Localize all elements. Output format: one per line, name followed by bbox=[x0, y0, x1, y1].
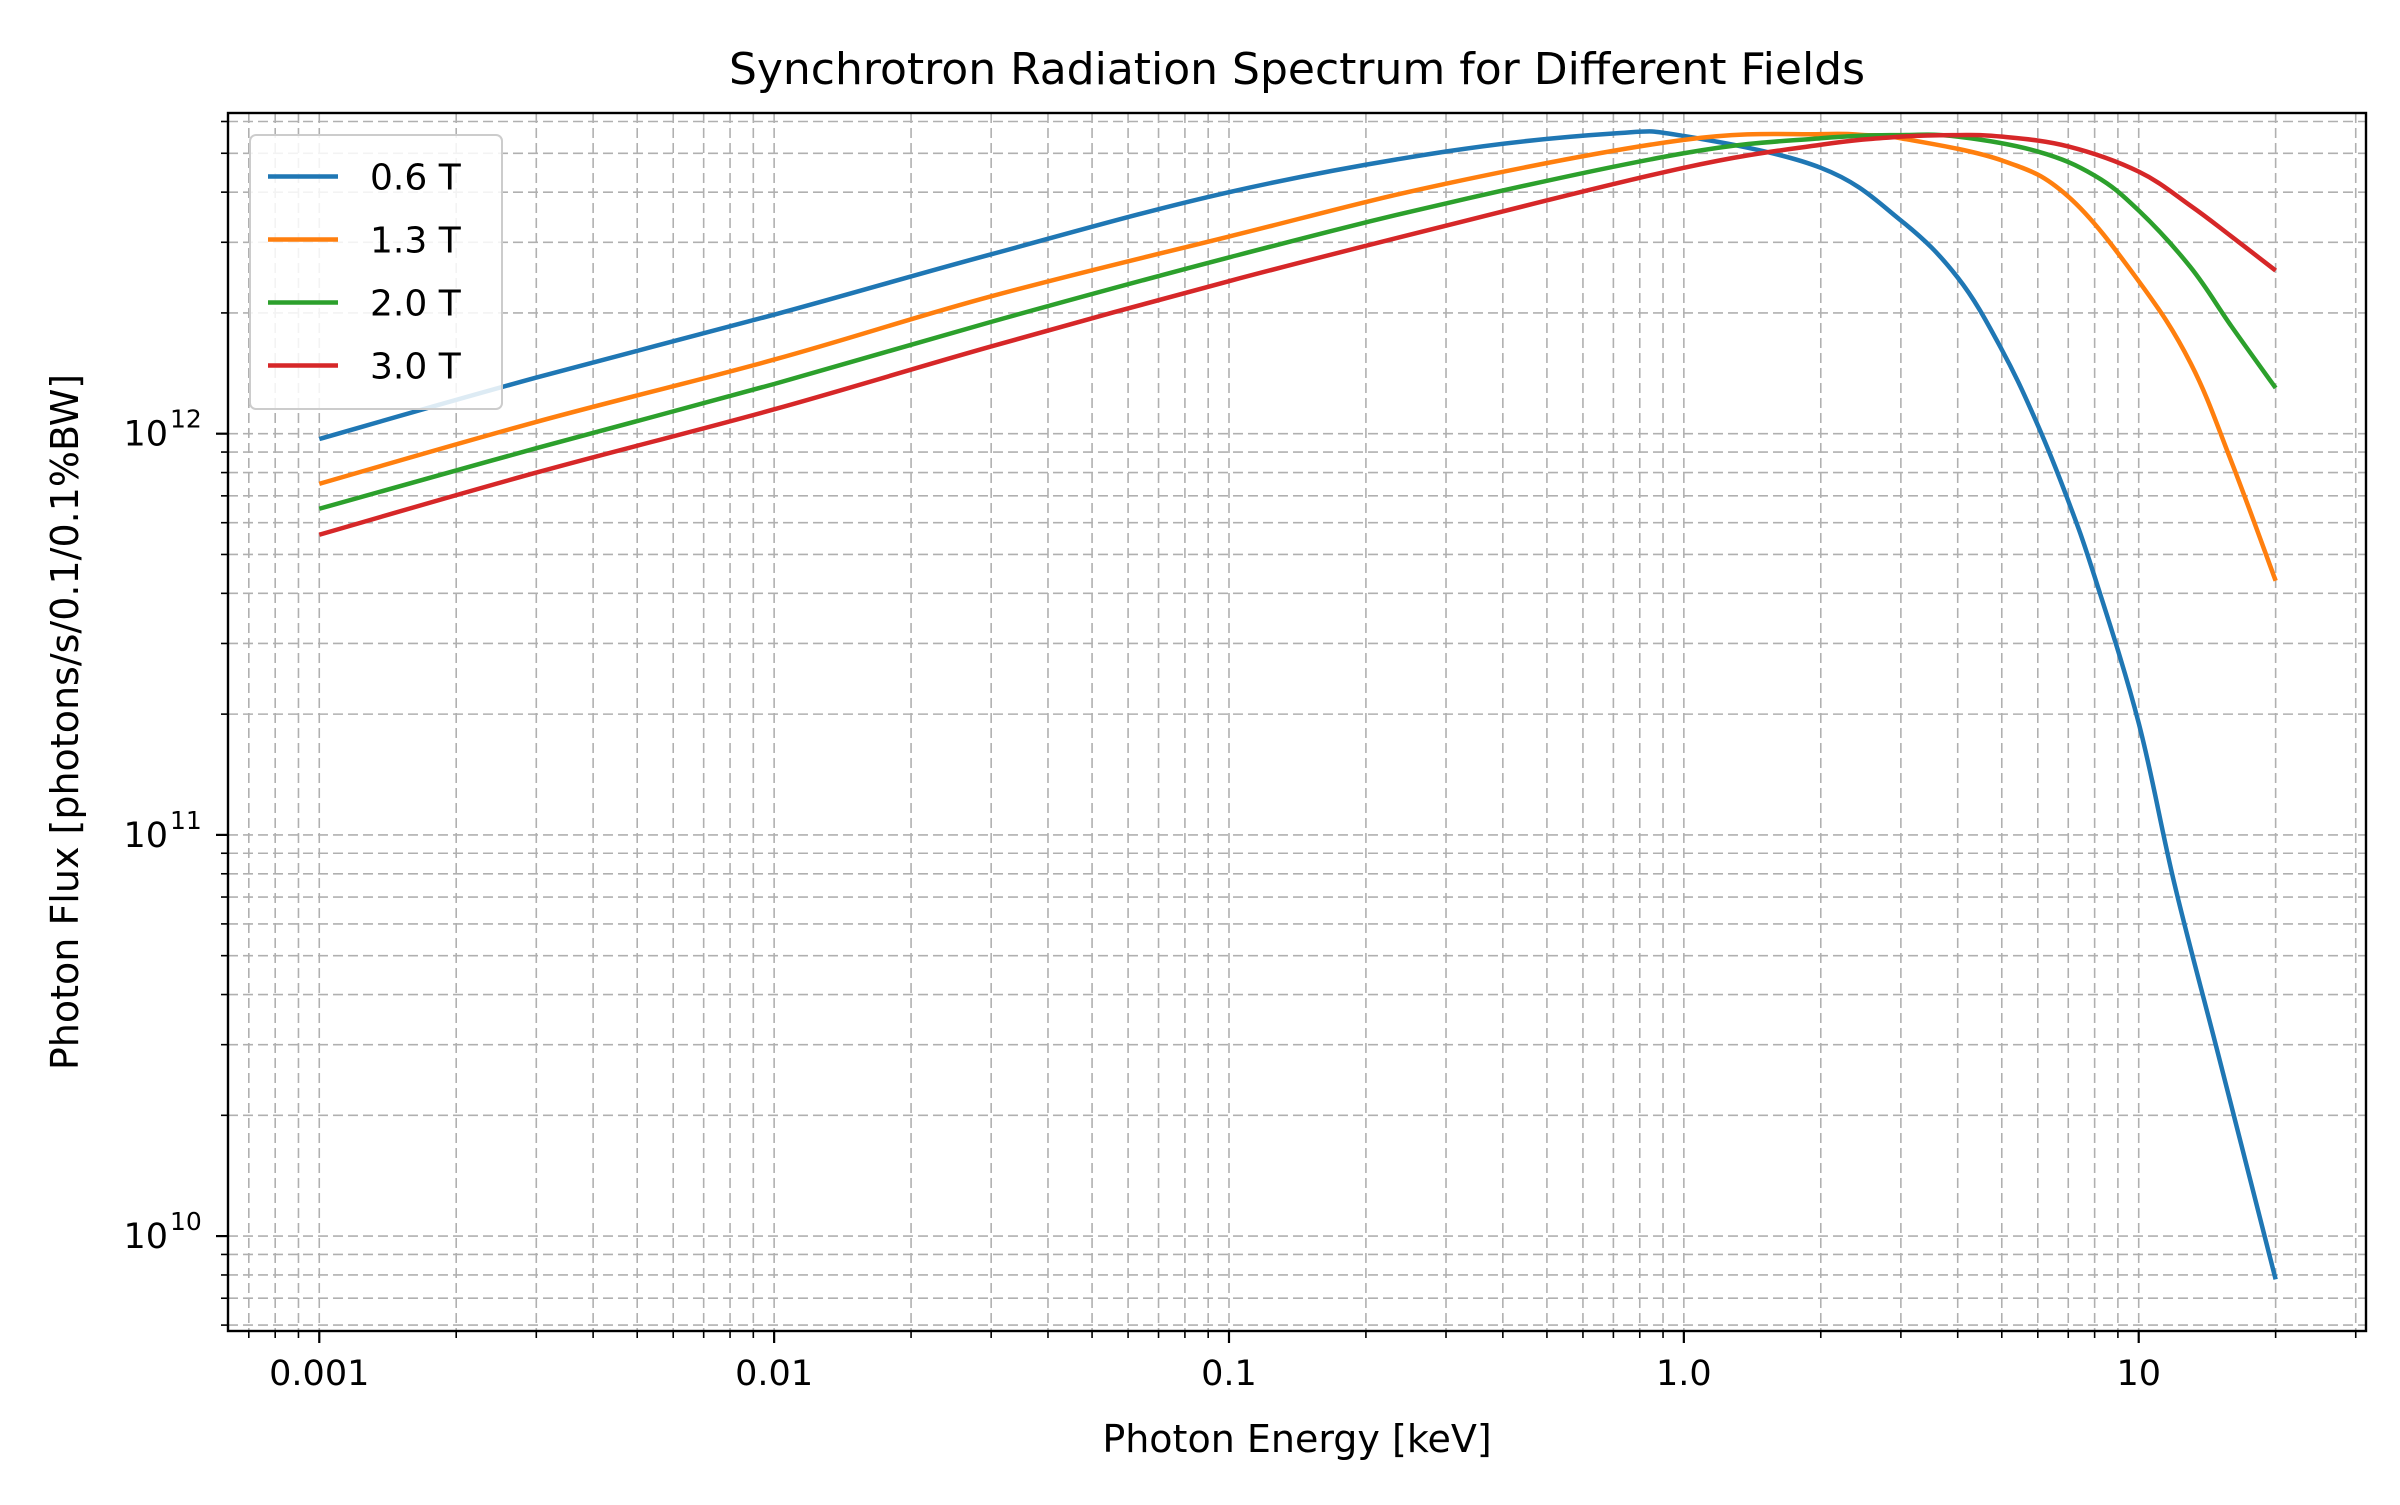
x-tick-label: 0.01 bbox=[735, 1354, 813, 1394]
y-tick-label-base: 10 bbox=[123, 816, 168, 856]
plot-frame bbox=[226, 111, 2368, 1333]
series-lines bbox=[318, 129, 2278, 1280]
legend-item: 0.6 T bbox=[268, 158, 462, 199]
y-tick-label-exponent: 10 bbox=[170, 1207, 202, 1236]
y-tick-label-exponent: 12 bbox=[170, 405, 202, 434]
y-tick-label: 10 10 bbox=[123, 1207, 201, 1257]
y-axis-label: Photon Flux [photons/s/0.1/0.1%BW] bbox=[43, 374, 87, 1070]
y-tick-label-exponent: 11 bbox=[170, 806, 202, 835]
y-tick-label: 10 12 bbox=[123, 405, 201, 455]
series-line-2-0-t bbox=[318, 132, 2278, 511]
legend-label: 1.3 T bbox=[370, 221, 462, 262]
series-line-3-0-t bbox=[318, 132, 2278, 537]
series-line-1-3-t bbox=[318, 131, 2278, 582]
legend-label: 3.0 T bbox=[370, 347, 462, 388]
x-tick-label: 0.1 bbox=[1201, 1354, 1257, 1394]
x-tick-label: 1.0 bbox=[1656, 1354, 1712, 1394]
legend-label: 2.0 T bbox=[370, 284, 462, 325]
legend-box bbox=[249, 134, 503, 410]
legend: 0.6 T 1.3 T 2.0 T 3.0 T bbox=[249, 134, 503, 410]
series-line-0-6-t bbox=[318, 129, 2278, 1280]
legend-item: 2.0 T bbox=[268, 284, 462, 325]
x-tick-label: 0.001 bbox=[269, 1354, 369, 1394]
legend-item: 1.3 T bbox=[268, 221, 462, 262]
chart-title: Synchrotron Radiation Spectrum for Diffe… bbox=[729, 44, 1865, 95]
y-tick-label: 10 11 bbox=[123, 806, 201, 856]
x-tick-label: 10 bbox=[2116, 1354, 2161, 1394]
y-tick-label-base: 10 bbox=[123, 1217, 168, 1257]
legend-item: 3.0 T bbox=[268, 347, 462, 388]
legend-label: 0.6 T bbox=[370, 158, 462, 199]
y-tick-label-base: 10 bbox=[123, 415, 168, 455]
x-axis-label: Photon Energy [keV] bbox=[1102, 1417, 1491, 1461]
